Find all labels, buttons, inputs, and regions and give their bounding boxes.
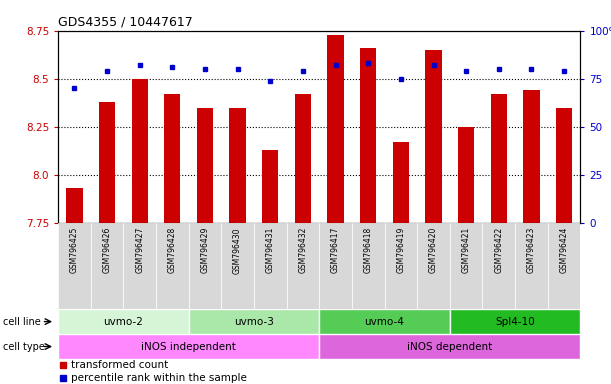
FancyBboxPatch shape (123, 223, 156, 309)
Text: GSM796429: GSM796429 (200, 227, 210, 273)
Bar (99, 102, 115, 223)
FancyBboxPatch shape (156, 223, 189, 309)
FancyBboxPatch shape (254, 223, 287, 309)
Text: GSM796424: GSM796424 (560, 227, 569, 273)
FancyBboxPatch shape (548, 223, 580, 309)
Bar (360, 48, 376, 223)
FancyBboxPatch shape (320, 223, 352, 309)
Text: cell type: cell type (3, 341, 45, 352)
FancyBboxPatch shape (384, 223, 417, 309)
Bar (393, 142, 409, 223)
FancyBboxPatch shape (287, 223, 320, 309)
Text: GSM796421: GSM796421 (462, 227, 470, 273)
Bar (295, 94, 311, 223)
Bar (262, 150, 279, 223)
Text: GSM796423: GSM796423 (527, 227, 536, 273)
Text: iNOS independent: iNOS independent (141, 341, 236, 352)
Text: GSM796431: GSM796431 (266, 227, 275, 273)
Text: percentile rank within the sample: percentile rank within the sample (71, 373, 247, 383)
Text: GSM796422: GSM796422 (494, 227, 503, 273)
FancyBboxPatch shape (417, 223, 450, 309)
Text: Spl4-10: Spl4-10 (496, 316, 535, 327)
Text: cell line: cell line (3, 316, 41, 327)
FancyBboxPatch shape (189, 223, 221, 309)
FancyBboxPatch shape (189, 309, 320, 334)
FancyBboxPatch shape (450, 309, 580, 334)
FancyBboxPatch shape (320, 309, 450, 334)
FancyBboxPatch shape (515, 223, 548, 309)
Bar (230, 108, 246, 223)
Bar (164, 94, 180, 223)
FancyBboxPatch shape (352, 223, 384, 309)
Bar (197, 108, 213, 223)
Text: GSM796425: GSM796425 (70, 227, 79, 273)
Text: GDS4355 / 10447617: GDS4355 / 10447617 (58, 15, 193, 28)
Bar (523, 90, 540, 223)
Bar (131, 79, 148, 223)
Text: GSM796419: GSM796419 (397, 227, 405, 273)
Text: GSM796428: GSM796428 (168, 227, 177, 273)
Text: iNOS dependent: iNOS dependent (407, 341, 492, 352)
Text: uvmo-2: uvmo-2 (103, 316, 144, 327)
FancyBboxPatch shape (58, 334, 320, 359)
Text: GSM796417: GSM796417 (331, 227, 340, 273)
FancyBboxPatch shape (90, 223, 123, 309)
Text: GSM796418: GSM796418 (364, 227, 373, 273)
FancyBboxPatch shape (221, 223, 254, 309)
Text: GSM796426: GSM796426 (103, 227, 112, 273)
Bar (491, 94, 507, 223)
Text: uvmo-4: uvmo-4 (365, 316, 404, 327)
Bar (327, 35, 344, 223)
Text: GSM796427: GSM796427 (135, 227, 144, 273)
FancyBboxPatch shape (320, 334, 580, 359)
Text: uvmo-3: uvmo-3 (234, 316, 274, 327)
FancyBboxPatch shape (58, 223, 90, 309)
Bar (556, 108, 573, 223)
Text: GSM796432: GSM796432 (298, 227, 307, 273)
Bar (66, 188, 82, 223)
FancyBboxPatch shape (58, 309, 189, 334)
Text: GSM796420: GSM796420 (429, 227, 438, 273)
Bar (458, 127, 474, 223)
FancyBboxPatch shape (483, 223, 515, 309)
Bar (425, 50, 442, 223)
Text: transformed count: transformed count (71, 360, 169, 370)
FancyBboxPatch shape (450, 223, 483, 309)
Text: GSM796430: GSM796430 (233, 227, 242, 273)
